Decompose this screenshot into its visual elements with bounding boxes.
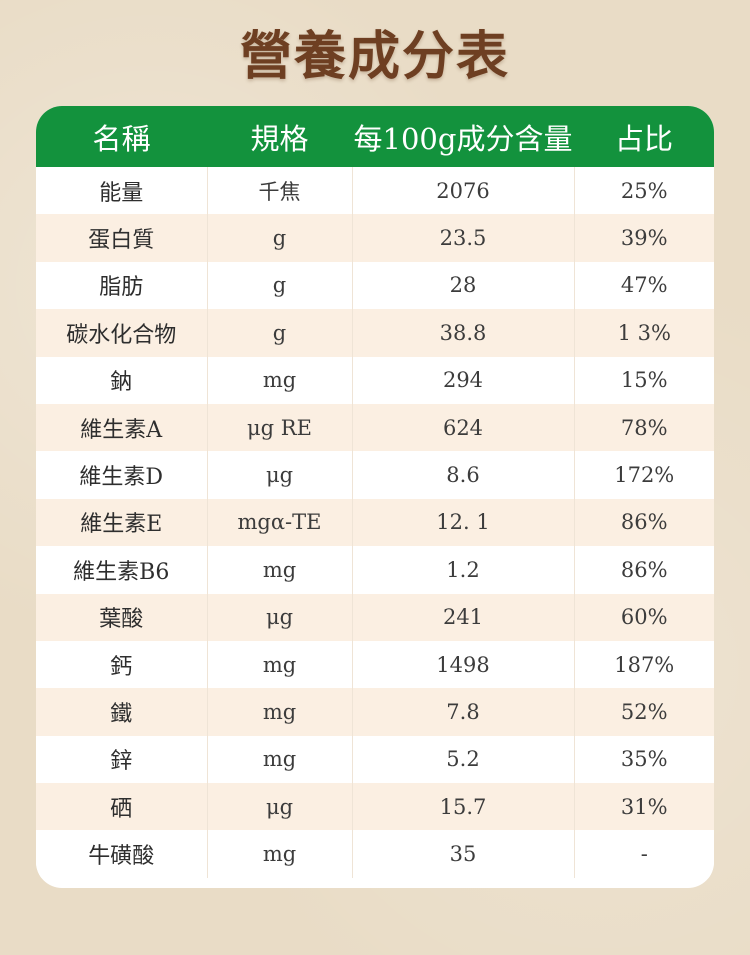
cell-content: 35 bbox=[351, 830, 574, 878]
nutrition-table-card: 名稱 規格 每100g成分含量 占比 能量 千焦 2076 25% 蛋白質 g … bbox=[36, 106, 714, 888]
cell-ratio: 60% bbox=[573, 593, 714, 641]
cell-content: 8.6 bbox=[351, 451, 574, 499]
cell-spec: mgα-TE bbox=[206, 498, 352, 547]
cell-spec: g bbox=[206, 309, 352, 357]
cell-ratio: 86% bbox=[573, 498, 714, 547]
cell-spec: g bbox=[206, 214, 352, 262]
cell-name: 鐵 bbox=[110, 701, 133, 727]
header-content: 每100g成分含量 bbox=[353, 121, 573, 156]
cell-ratio: 172% bbox=[573, 451, 714, 499]
cell-ratio: 25% bbox=[573, 167, 714, 215]
cell-name: 硒 bbox=[110, 796, 133, 822]
table-row: 葉酸 μg 241 60% bbox=[36, 593, 714, 641]
cell-spec: mg bbox=[206, 830, 352, 878]
cell-spec: mg bbox=[206, 735, 352, 784]
cell-content: 2076 bbox=[351, 167, 574, 215]
cell-spec: mg bbox=[206, 356, 352, 404]
cell-ratio: 86% bbox=[573, 546, 714, 594]
cell-ratio: 52% bbox=[573, 688, 714, 736]
cell-name: 鈣 bbox=[110, 654, 133, 680]
cell-spec: μg bbox=[206, 593, 352, 641]
cell-ratio: 35% bbox=[573, 735, 714, 784]
cell-spec: g bbox=[206, 261, 352, 310]
cell-name: 鋅 bbox=[110, 749, 133, 775]
table-header-row: 名稱 規格 每100g成分含量 占比 bbox=[36, 106, 714, 167]
cell-name: 牛磺酸 bbox=[88, 844, 155, 870]
page-title: 營養成分表 bbox=[239, 26, 510, 87]
cell-ratio: 187% bbox=[573, 640, 714, 689]
header-spec: 規格 bbox=[250, 121, 309, 156]
cell-spec: μg bbox=[206, 783, 352, 831]
cell-content: 624 bbox=[351, 403, 574, 452]
cell-name: 維生素B6 bbox=[73, 559, 170, 585]
cell-name: 葉酸 bbox=[99, 607, 144, 633]
cell-spec: 千焦 bbox=[206, 167, 352, 215]
cell-content: 241 bbox=[351, 593, 574, 641]
cell-spec: μg RE bbox=[206, 403, 352, 452]
cell-content: 23.5 bbox=[351, 214, 574, 262]
table-row: 維生素D μg 8.6 172% bbox=[36, 451, 714, 499]
cell-ratio: 15% bbox=[573, 356, 714, 404]
cell-content: 5.2 bbox=[351, 735, 574, 784]
table-row: 維生素B6 mg 1.2 86% bbox=[36, 546, 714, 594]
table-row: 維生素E mgα-TE 12. 1 86% bbox=[36, 498, 714, 547]
cell-content: 1.2 bbox=[351, 546, 574, 594]
table-row: 鈣 mg 1498 187% bbox=[36, 640, 714, 689]
table-row: 鐵 mg 7.8 52% bbox=[36, 688, 714, 736]
table-row: 能量 千焦 2076 25% bbox=[36, 167, 714, 215]
cell-ratio: - bbox=[573, 830, 714, 878]
table-row: 牛磺酸 mg 35 - bbox=[36, 830, 714, 878]
cell-name: 能量 bbox=[99, 180, 144, 206]
cell-name: 維生素D bbox=[79, 465, 164, 491]
cell-content: 7.8 bbox=[351, 688, 574, 736]
cell-spec: mg bbox=[206, 546, 352, 594]
table-row: 蛋白質 g 23.5 39% bbox=[36, 214, 714, 262]
cell-spec: μg bbox=[206, 451, 352, 499]
cell-name: 維生素A bbox=[80, 417, 163, 443]
cell-name: 蛋白質 bbox=[88, 228, 155, 254]
cell-content: 12. 1 bbox=[351, 498, 574, 547]
cell-name: 碳水化合物 bbox=[66, 322, 177, 348]
cell-name: 脂肪 bbox=[99, 275, 144, 301]
cell-content: 294 bbox=[351, 356, 574, 404]
cell-ratio: 39% bbox=[573, 214, 714, 262]
cell-ratio: 31% bbox=[573, 783, 714, 831]
header-ratio: 占比 bbox=[614, 121, 673, 156]
cell-spec: mg bbox=[206, 640, 352, 689]
cell-content: 1498 bbox=[351, 640, 574, 689]
nutrition-table: 名稱 規格 每100g成分含量 占比 能量 千焦 2076 25% 蛋白質 g … bbox=[36, 106, 714, 878]
table-row: 鋅 mg 5.2 35% bbox=[36, 735, 714, 784]
cell-content: 38.8 bbox=[351, 309, 574, 357]
cell-ratio: 78% bbox=[573, 403, 714, 452]
cell-name: 維生素E bbox=[80, 512, 163, 538]
cell-content: 28 bbox=[351, 261, 574, 310]
table-row: 碳水化合物 g 38.8 1 3% bbox=[36, 309, 714, 357]
header-name: 名稱 bbox=[92, 121, 151, 156]
cell-spec: mg bbox=[206, 688, 352, 736]
table-row: 鈉 mg 294 15% bbox=[36, 356, 714, 404]
table-row: 脂肪 g 28 47% bbox=[36, 261, 714, 310]
table-row: 硒 μg 15.7 31% bbox=[36, 783, 714, 831]
cell-name: 鈉 bbox=[110, 370, 133, 396]
table-row: 維生素A μg RE 624 78% bbox=[36, 403, 714, 452]
cell-ratio: 47% bbox=[573, 261, 714, 310]
cell-ratio: 1 3% bbox=[573, 309, 714, 357]
cell-content: 15.7 bbox=[351, 783, 574, 831]
